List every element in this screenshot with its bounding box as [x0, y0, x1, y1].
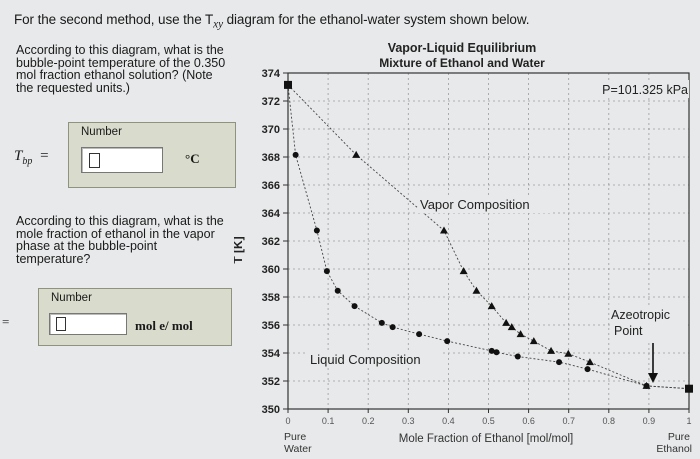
number-label: Number [81, 126, 122, 138]
liquid-data-point [389, 324, 396, 331]
x-tick-label: 0.2 [362, 416, 375, 426]
azeotrope-label-line2: Point [614, 324, 643, 338]
pressure-label-bg [589, 80, 689, 98]
pure-ethanol-label-bottom: Ethanol [656, 443, 692, 455]
vapor-composition-label: Vapor Composition [420, 197, 530, 212]
vapor-data-point [516, 330, 525, 338]
y-tick-label: 352 [262, 376, 280, 388]
y-tick-label: 366 [262, 180, 280, 192]
bullet-dot: · [18, 208, 23, 224]
question-vapor-mole-fraction: According to this diagram, what is the m… [16, 214, 224, 266]
liquid-label-bg [308, 350, 442, 368]
vapor-fraction-variable-label: = [2, 314, 10, 329]
y-axis-ticks: 350 352 354 356 358 360 362 364 366 368 370 372 374 [262, 68, 288, 416]
liquid-data-point [323, 268, 330, 275]
vapor-data-point [472, 286, 481, 294]
vapor-fraction-number-input[interactable] [49, 313, 127, 335]
vapor-data-point [507, 323, 516, 331]
y-axis-label: T [K] [234, 236, 245, 263]
liquid-data-point [584, 366, 591, 373]
x-tick-label: 0 [285, 416, 290, 426]
vapor-data-point [459, 267, 468, 275]
liquid-curve [287, 84, 690, 390]
vapor-data-point [547, 346, 556, 354]
vapor-data-point [585, 358, 594, 366]
vapor-data-point [502, 318, 511, 326]
intro-suffix: diagram for the ethanol-water system sho… [222, 12, 530, 27]
x-tick-label: 0.8 [603, 416, 616, 426]
vapor-data-point [439, 226, 448, 234]
x-tick-label: 0.7 [562, 416, 575, 426]
liquid-data-point [334, 287, 341, 294]
pure-water-label-bottom: Water [284, 443, 312, 455]
x-tick-label: 0.3 [402, 416, 415, 426]
x-axis-label: Mole Fraction of Ethanol [mol/mol] [399, 433, 574, 445]
y-tick-label: 364 [262, 208, 281, 220]
chart-series [284, 80, 693, 393]
pure-ethanol-label-top: Pure [668, 431, 690, 443]
tbp-unit-label: °C [185, 151, 200, 166]
text-cursor-icon [89, 153, 100, 168]
chart-title: Vapor-Liquid Equilibrium [388, 41, 537, 55]
pure-water-point [284, 80, 292, 89]
liquid-data-point [292, 151, 299, 158]
liquid-data-point [378, 319, 385, 326]
vapor-data-point [564, 349, 573, 357]
liquid-data-point [444, 338, 451, 345]
txy-diagram: Vapor-Liquid Equilibrium Mixture of Etha… [234, 41, 693, 455]
vapor-data-point [642, 381, 651, 389]
x-tick-label: 0.1 [322, 416, 335, 426]
y-tick-label: 354 [262, 348, 281, 360]
text-cursor-icon [56, 317, 66, 331]
pure-ethanol-point [685, 384, 693, 393]
azeotrope-arrow-icon [648, 343, 658, 383]
pure-water-label-top: Pure [284, 431, 306, 443]
intro-subscript: xy [213, 18, 223, 31]
liquid-data-point [556, 359, 563, 366]
intro-prefix: For the second method, use the T [14, 12, 214, 27]
liquid-composition-label: Liquid Composition [310, 352, 421, 367]
vapor-fraction-answer-panel: Number mol e/ mol [38, 288, 232, 346]
x-tick-label: 0.4 [442, 416, 455, 426]
x-tick-label: 0.9 [643, 416, 656, 426]
x-tick-label: 0.6 [522, 416, 535, 426]
liquid-data-point [488, 347, 495, 354]
x-axis-ticks: 0 0.1 0.2 0.3 0.4 0.5 0.6 0.7 0.8 0.9 1 [285, 409, 692, 426]
liquid-data-point [313, 227, 320, 234]
azeotrope-label-bg [610, 306, 686, 340]
x-tick-label: 1 [686, 416, 691, 426]
y-tick-label: 356 [262, 320, 280, 332]
vapor-fraction-unit-label: mol e/ mol [135, 318, 193, 333]
liquid-data-point [514, 353, 521, 360]
chart-subtitle: Mixture of Ethanol and Water [379, 56, 545, 70]
number-label: Number [51, 292, 92, 304]
y-tick-label: 374 [262, 68, 281, 80]
instructions-text: For the second method, use the Txy diagr… [14, 12, 529, 31]
y-tick-label: 360 [262, 264, 280, 276]
azeotrope-label-line1: Azeotropic [611, 308, 670, 322]
question-bubble-point-temperature: According to this diagram, what is the b… [16, 43, 226, 95]
tbp-variable-label: Tbp = [14, 148, 49, 167]
vapor-data-point [487, 302, 496, 310]
liquid-data-point [351, 303, 358, 310]
pressure-label: P=101.325 kPa [602, 83, 688, 97]
y-tick-label: 370 [262, 124, 280, 136]
vapor-label-bg [418, 195, 552, 213]
y-tick-label: 362 [262, 236, 280, 248]
y-tick-label: 358 [262, 292, 280, 304]
x-tick-label: 0.5 [482, 416, 495, 426]
vapor-data-point [352, 150, 361, 158]
tbp-answer-panel: Number °C [68, 122, 236, 188]
vapor-data-point [529, 337, 538, 345]
liquid-data-point [493, 349, 500, 356]
tbp-number-input[interactable] [81, 147, 163, 173]
y-tick-label: 372 [262, 96, 280, 108]
y-tick-label: 368 [262, 152, 280, 164]
y-tick-label: 350 [262, 404, 280, 416]
liquid-data-point [416, 331, 423, 338]
